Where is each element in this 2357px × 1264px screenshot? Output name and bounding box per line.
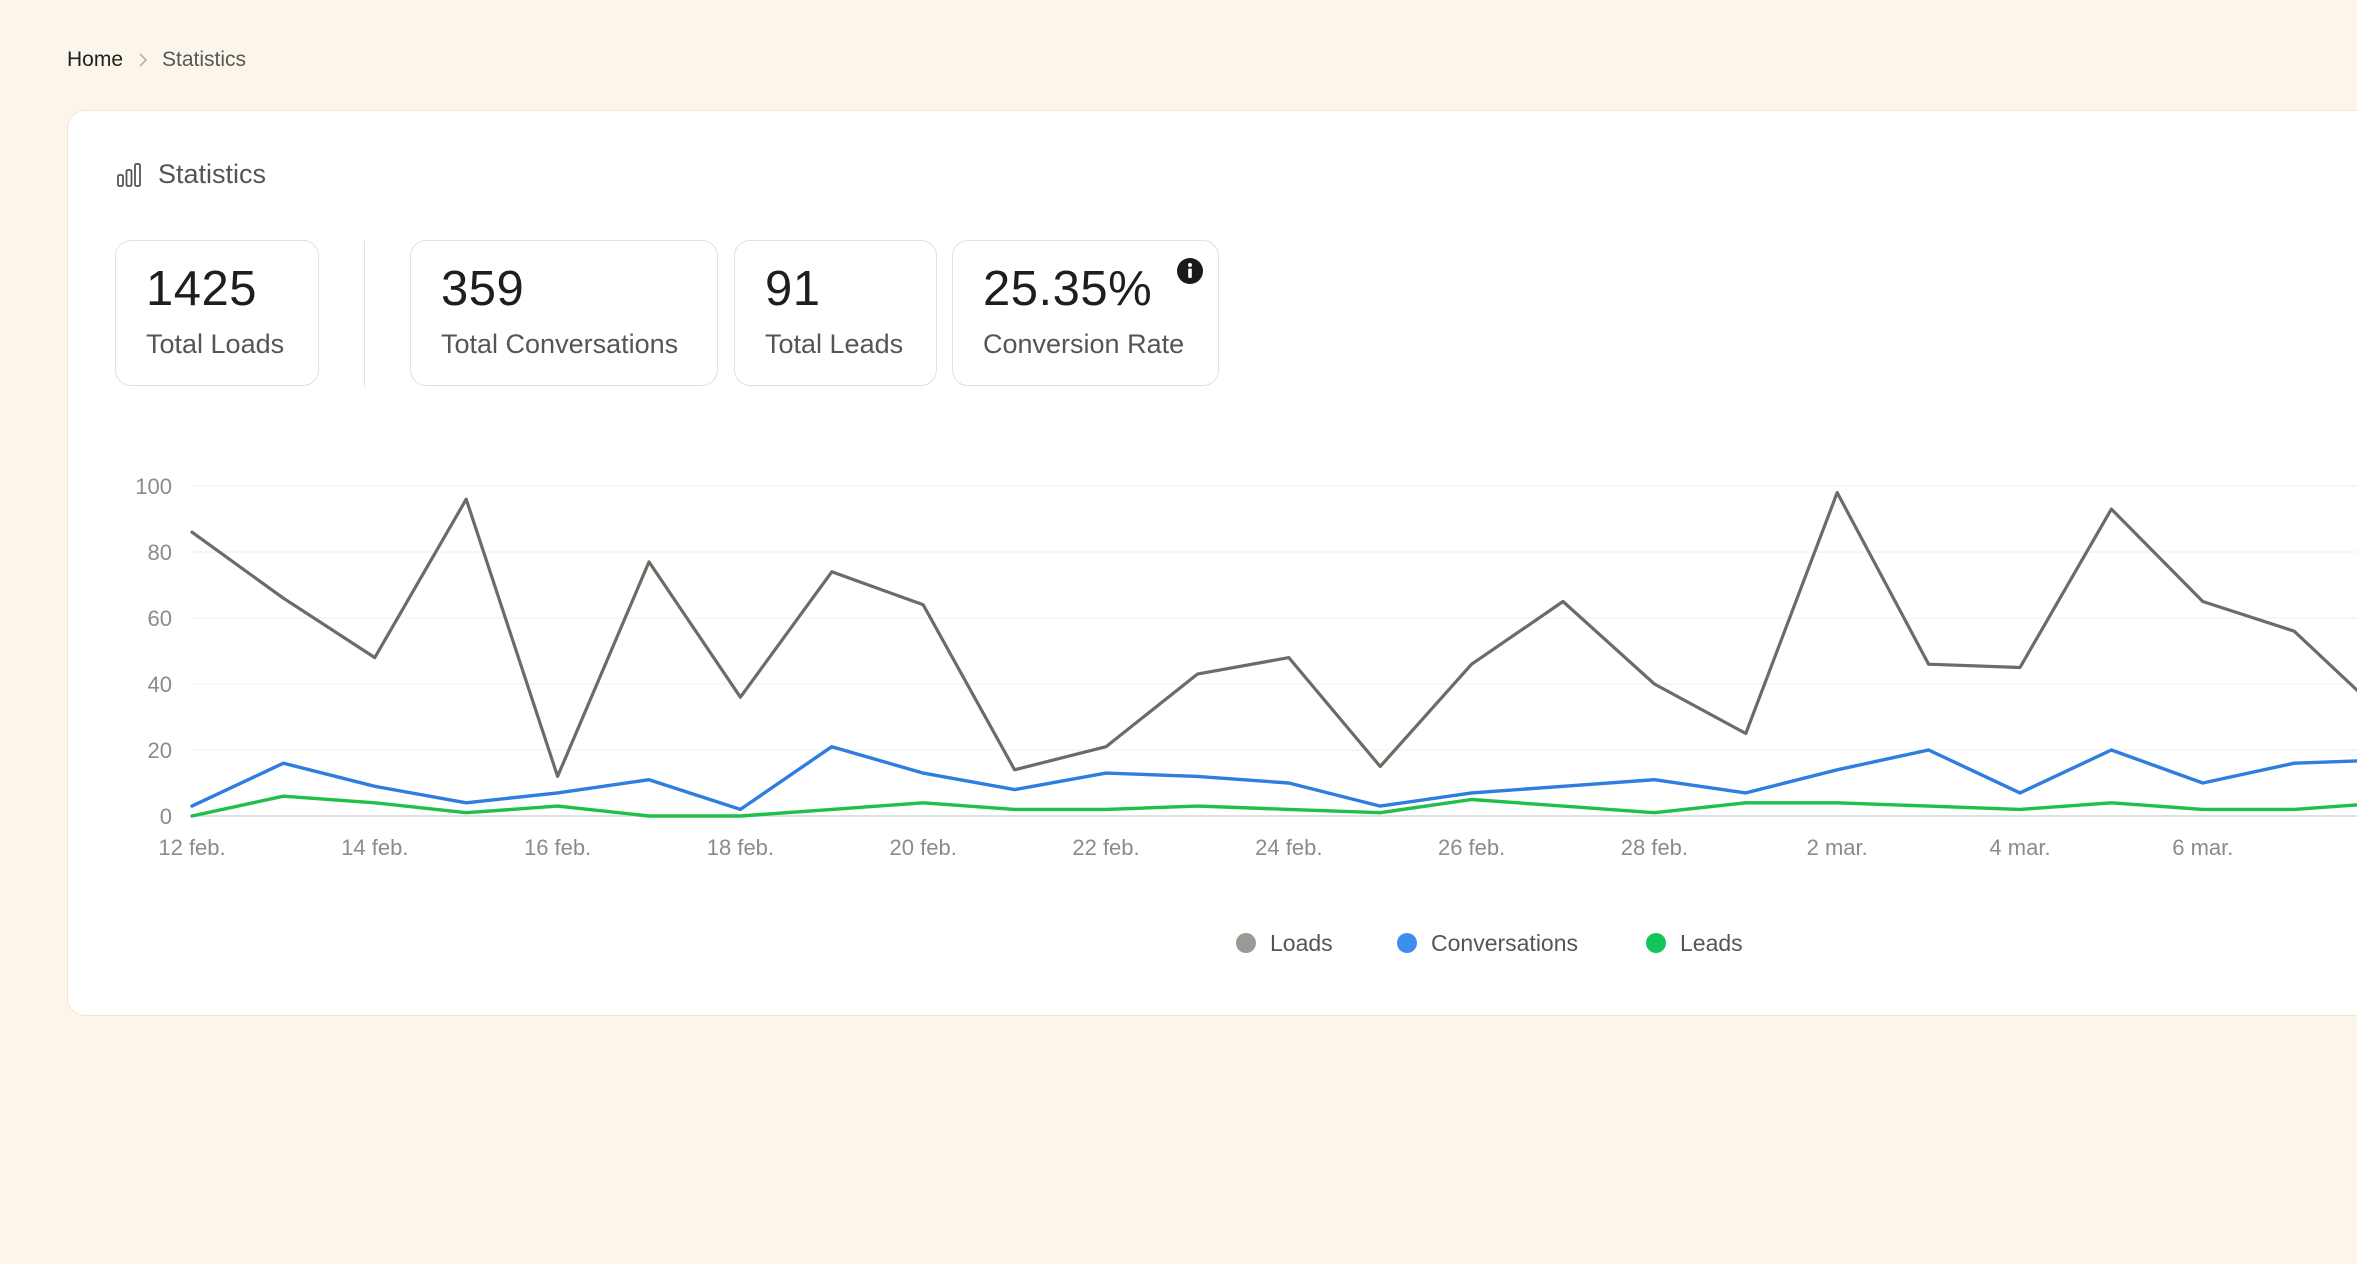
x-tick-label: 16 feb. <box>524 835 591 860</box>
y-tick-label: 0 <box>160 804 172 829</box>
legend-dot <box>1236 933 1256 953</box>
x-tick-label: 12 feb. <box>158 835 225 860</box>
y-tick-label: 40 <box>148 672 172 697</box>
legend-item-loads[interactable]: Loads <box>1236 930 1333 956</box>
stat-value: 359 <box>441 262 525 316</box>
stat-label: Total Loads <box>146 329 285 359</box>
legend-label: Conversations <box>1431 930 1578 956</box>
stat-label: Total Leads <box>765 329 904 359</box>
y-tick-label: 80 <box>148 540 172 565</box>
stat-value: 1425 <box>146 262 258 316</box>
x-tick-label: 6 mar. <box>2172 835 2233 860</box>
x-tick-label: 24 feb. <box>1255 835 1322 860</box>
bar-chart-icon <box>117 162 141 187</box>
breadcrumb: Home Statistics <box>67 48 246 72</box>
series-line-leads <box>190 794 2357 818</box>
stat-value: 91 <box>765 262 821 316</box>
x-tick-label: 26 feb. <box>1438 835 1505 860</box>
card-title: Statistics <box>158 159 267 189</box>
legend-label: Leads <box>1680 930 1743 956</box>
stat-value: 25.35% <box>983 262 1153 316</box>
stat-total-loads: 1425 Total Loads <box>115 240 319 386</box>
stats-divider <box>364 241 365 387</box>
x-tick-label: 22 feb. <box>1072 835 1139 860</box>
y-tick-label: 60 <box>148 606 172 631</box>
series-line-loads <box>190 491 2357 779</box>
stat-label: Total Conversations <box>441 329 679 359</box>
stat-label: Conversion Rate <box>983 329 1185 359</box>
y-tick-label: 100 <box>135 474 172 499</box>
y-tick-label: 20 <box>148 738 172 763</box>
legend-label: Loads <box>1270 930 1333 956</box>
card-header: Statistics <box>116 159 266 190</box>
legend-item-leads[interactable]: Leads <box>1646 930 1743 956</box>
line-chart: 0 20 40 60 80 100 12 feb. 14 feb. 16 feb. 18 feb.… <box>135 474 2357 956</box>
legend-dot <box>1646 933 1666 953</box>
x-tick-label: 2 mar. <box>1807 835 1868 860</box>
stat-total-conversations: 359 Total Conversations <box>410 240 718 386</box>
legend-item-conversations[interactable]: Conversations <box>1397 930 1578 956</box>
breadcrumb-home-link[interactable]: Home <box>67 48 124 71</box>
legend-dot <box>1397 933 1417 953</box>
x-tick-label: 18 feb. <box>707 835 774 860</box>
breadcrumb-current: Statistics <box>162 48 247 71</box>
statistics-card: Statistics 1425 Total Loads 359 Total Co… <box>67 110 2357 1016</box>
stat-conversion-rate: 25.35% Conversion Rate <box>952 240 1219 386</box>
x-tick-label: 28 feb. <box>1621 835 1688 860</box>
x-tick-label: 14 feb. <box>341 835 408 860</box>
x-tick-label: 4 mar. <box>1989 835 2050 860</box>
info-icon[interactable] <box>1176 257 1204 285</box>
x-tick-label: 20 feb. <box>890 835 957 860</box>
series-line-conversations <box>190 745 2357 812</box>
chevron-right-icon <box>139 53 148 67</box>
stat-total-leads: 91 Total Leads <box>734 240 937 386</box>
